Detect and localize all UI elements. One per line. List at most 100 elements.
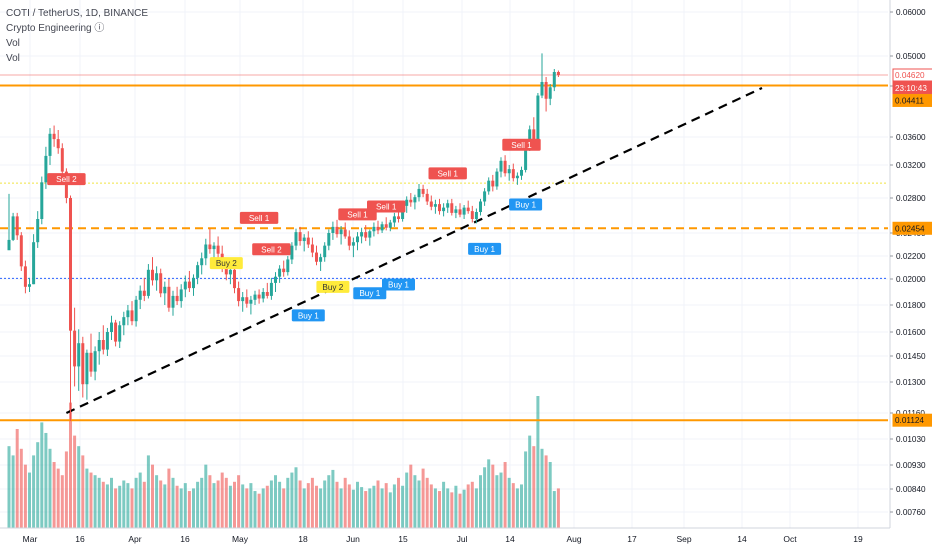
- candle-body: [122, 317, 126, 326]
- price-tick-label: 0.06000: [896, 8, 926, 17]
- volume-bar: [60, 475, 64, 528]
- volume-bar: [151, 464, 154, 528]
- volume-bar: [208, 475, 212, 528]
- volume-bar: [175, 485, 179, 528]
- volume-bar: [298, 480, 302, 528]
- candle-body: [507, 169, 511, 174]
- candle-body: [208, 244, 212, 250]
- volume-bar: [528, 435, 532, 528]
- volume-bar: [552, 491, 556, 528]
- volume-bar: [507, 477, 511, 528]
- horizontal-levels: [0, 74, 888, 422]
- signal-label-bg: [47, 173, 86, 186]
- signal-label: Sell 1: [347, 210, 368, 219]
- time-tick-label: Mar: [23, 534, 38, 544]
- volume-bar: [163, 484, 167, 528]
- candle-body: [306, 237, 310, 245]
- candle-body: [28, 284, 31, 287]
- volume-bar: [278, 481, 282, 528]
- grid-lines: [0, 0, 888, 528]
- price-badge-label: 0.04411: [895, 96, 924, 105]
- time-tick-label: Jun: [346, 534, 360, 544]
- candle-body: [532, 129, 536, 142]
- signal-label-bg: [367, 200, 406, 213]
- volume-bar: [425, 477, 429, 528]
- signal-label: Buy 2: [216, 259, 237, 268]
- volume-bar: [253, 491, 257, 528]
- candle-body: [212, 245, 216, 250]
- candle-body: [253, 294, 257, 300]
- candle-body: [388, 222, 392, 228]
- signal-label-bg: [239, 211, 279, 224]
- volume-bar: [85, 468, 89, 528]
- volume-bar: [466, 484, 470, 528]
- candle-body: [302, 237, 306, 242]
- candle-body: [397, 216, 400, 219]
- volume-bar: [413, 475, 417, 528]
- volume-bar: [110, 477, 113, 528]
- candle-body: [364, 232, 368, 238]
- time-tick-label: Oct: [783, 534, 797, 544]
- candle-body: [343, 229, 347, 237]
- candle-body: [438, 204, 441, 212]
- volume-bar: [142, 481, 146, 528]
- volume-bar: [409, 464, 413, 528]
- candle-body: [228, 269, 232, 275]
- signal-label: Sell 1: [511, 141, 532, 150]
- volume-bar: [417, 480, 421, 528]
- volume-bar: [19, 448, 23, 528]
- price-badge: [892, 93, 932, 107]
- candle-body: [233, 269, 236, 289]
- symbol-title[interactable]: COTI / TetherUS, 1D, BINANCE: [6, 8, 149, 19]
- volume-bar: [532, 446, 536, 528]
- volume-bar: [343, 477, 347, 528]
- volume-bar: [479, 475, 482, 528]
- signal-label: Sell 1: [376, 203, 397, 212]
- volume-indicator-2[interactable]: Vol: [6, 53, 20, 64]
- candle-body: [138, 290, 142, 300]
- volume-bar: [130, 488, 134, 528]
- volume-bar: [454, 485, 458, 528]
- volume-bar: [544, 455, 548, 528]
- candle-body: [425, 193, 429, 202]
- candle-body: [179, 289, 183, 302]
- candle-body: [155, 273, 159, 281]
- indicator-name[interactable]: Crypto Engineering ⓘ: [6, 23, 105, 34]
- volume-bar: [483, 467, 487, 528]
- candle-body: [249, 299, 253, 304]
- candle-body: [417, 188, 421, 198]
- volume-bar: [155, 475, 159, 528]
- volume-indicator-1[interactable]: Vol: [6, 38, 20, 49]
- volume-bar: [524, 451, 528, 528]
- candle-body: [163, 286, 167, 294]
- volume-bar: [89, 472, 93, 528]
- time-tick-label: 17: [627, 534, 637, 544]
- price-tick-label: 0.01160: [896, 409, 925, 418]
- candle-body: [93, 351, 97, 372]
- volume-bar: [183, 483, 187, 528]
- candle-body: [515, 175, 519, 179]
- candle-body: [286, 259, 290, 273]
- price-badge-label: 23:10:43: [895, 84, 927, 93]
- volume-bar: [487, 459, 491, 528]
- signal-label: Buy 1: [474, 245, 495, 254]
- candle-body: [60, 148, 64, 172]
- volume-bar: [274, 475, 277, 528]
- candle-body: [483, 191, 487, 202]
- candle-body: [331, 226, 335, 233]
- candle-body: [351, 242, 355, 246]
- candle-body: [454, 209, 458, 213]
- candle-body: [487, 180, 491, 192]
- volume-bar: [401, 485, 405, 528]
- candle-body: [114, 322, 118, 342]
- candle-body: [376, 226, 380, 231]
- candle-body: [323, 245, 327, 258]
- volume-bar: [118, 485, 122, 528]
- volume-bar: [261, 488, 265, 528]
- candle-body: [552, 72, 556, 88]
- trendline-group: [65, 87, 763, 414]
- volume-bar: [368, 488, 372, 528]
- candle-body: [196, 265, 200, 278]
